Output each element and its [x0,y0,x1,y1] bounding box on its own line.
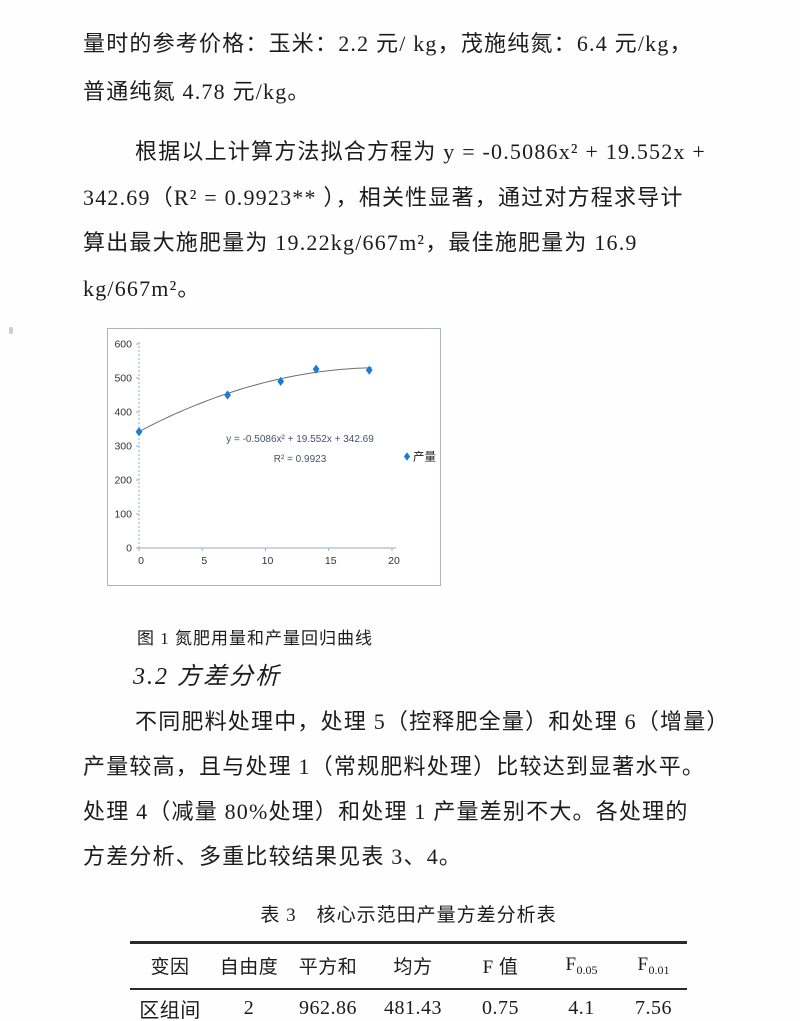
legend-label: 产量 [413,450,436,464]
table-title: 表 3 核心示范田产量方差分析表 [260,905,557,926]
x-axis-tick-label: 5 [201,555,207,567]
table-header-cell: F0.01 [637,954,670,977]
y-axis-tick-label: 600 [114,339,132,351]
trendline-equation: R² = 0.9923 [274,454,327,465]
table-row: 区组间 2 962.86 481.43 0.75 4.1 7.56 [130,990,687,1021]
y-axis-tick-label: 100 [114,509,132,521]
y-axis-tick-label: 0 [126,543,132,555]
yield-regression-chart: 0 100 200 300 400 500 600 0 5 10 15 20 y = -0.5086x²… [107,328,441,586]
text-line: 根据以上计算方法拟合方程为 y = -0.5086x² + 19.552x + [135,139,706,164]
x-axis-tick-label: 20 [388,555,400,567]
trend-curve [138,367,372,432]
x-axis-tick-label: 10 [262,555,274,567]
text-line: 342.69（R² = 0.9923** ），相关性显著，通过对方程求导计 [83,185,684,210]
chart-border [107,328,441,586]
table-cell: 0.75 [482,996,519,1019]
table-cell: 481.43 [384,996,442,1019]
table-cell: 962.86 [299,996,357,1019]
table-header-cell: F 值 [482,956,519,978]
table-header-cell: F0.05 [565,954,598,977]
text-line: 产量较高，且与处理 1（常规肥料处理）比较达到显著水平。 [83,754,706,779]
text-line: 方差分析、多重比较结果见表 3、4。 [83,844,463,869]
scan-artifact [9,327,13,334]
table-cell: 7.56 [635,996,672,1019]
table-header-cell: 均方 [393,956,433,978]
chart-canvas: 0 100 200 300 400 500 600 0 5 10 15 20 y = -0.5086x²… [107,328,441,586]
table-cell: 2 [243,996,255,1019]
data-point-marker [365,365,373,375]
x-axis-tick-label: 15 [325,555,337,567]
text-line: 不同肥料处理中，处理 5（控释肥全量）和处理 6（增量） [135,709,730,734]
text-line: kg/667m²。 [83,276,201,301]
y-axis-tick-label: 500 [114,373,132,385]
y-axis-tick-label: 400 [114,407,132,419]
section-heading: 3.2 方差分析 [133,664,281,690]
y-axis-tick-label: 300 [114,441,132,453]
trendline-equation: y = -0.5086x² + 19.552x + 342.69 [226,434,374,445]
table-header-cell: 平方和 [298,956,358,978]
anova-table: 变因 自由度 平方和 均方 F 值 F0.05 F0.01 区组间 2 962.… [130,941,687,1021]
table-cell: 区组间 [139,999,201,1021]
table-header-cell: 自由度 [219,956,279,978]
text-line: 普通纯氮 4.78 元/kg。 [83,79,311,104]
data-point-marker [224,390,231,400]
y-axis-tick-label: 200 [114,475,132,487]
table-header-row: 变因 自由度 平方和 均方 F 值 F0.05 F0.01 [130,944,687,990]
table-header-cell: 变因 [150,956,190,978]
x-axis-tick-label: 0 [138,555,144,567]
data-point-marker [312,364,320,374]
table-cell: 4.1 [568,996,595,1019]
text-line: 算出最大施肥量为 19.22kg/667m²，最佳施肥量为 16.9 [83,230,638,255]
text-line: 处理 4（减量 80%处理）和处理 1 产量差别不大。各处理的 [83,799,689,824]
figure-caption: 图 1 氮肥用量和产量回归曲线 [137,629,373,648]
text-line: 量时的参考价格：玉米：2.2 元/ kg，茂施纯氮：6.4 元/kg， [83,31,693,56]
legend-marker-icon [403,452,411,461]
